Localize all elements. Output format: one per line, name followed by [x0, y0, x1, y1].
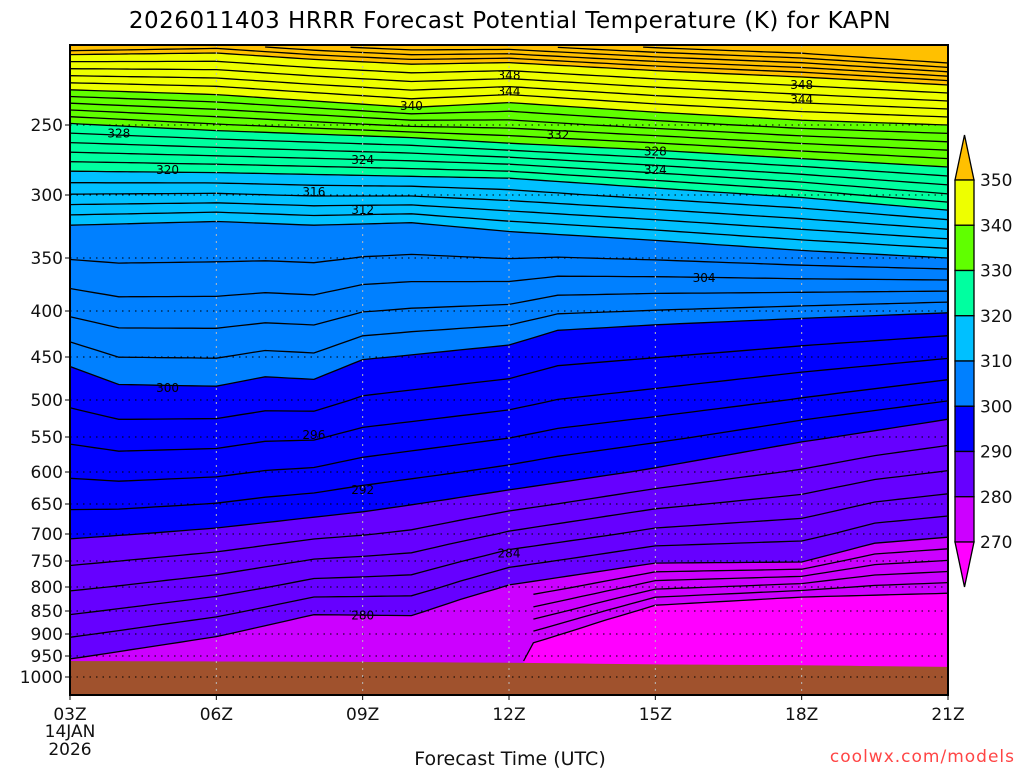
colorbar-label: 320	[980, 307, 1012, 327]
contour-label: 328	[644, 145, 667, 159]
x-tick-label: 03Z	[53, 705, 86, 725]
x-tick-label: 06Z	[200, 705, 233, 725]
colorbar-segment	[954, 360, 975, 407]
colorbar-label: 270	[980, 533, 1012, 553]
colorbar-segment	[954, 269, 975, 317]
y-tick-label: 550	[31, 428, 63, 448]
contour-label: 324	[351, 153, 374, 167]
isentrope-278	[533, 548, 949, 595]
contour-label: 296	[302, 428, 325, 442]
x-tick-label: 09Z	[346, 705, 379, 725]
colorbar: 270 280 290 300 310 320 330 340 350	[954, 134, 1012, 588]
contour-label: 344	[790, 92, 813, 106]
contour-label: 332	[546, 128, 569, 142]
contour-label: 344	[498, 84, 521, 98]
isentrope-298	[69, 335, 949, 420]
y-tick-label: 850	[31, 602, 63, 622]
contour-label: 320	[156, 163, 179, 177]
contour-label: 292	[351, 483, 374, 497]
y-tick-label: 600	[31, 463, 63, 483]
contour-label: 348	[498, 68, 521, 82]
y-axis: 250 300 350 400 450 500 550 600 650 700 750 800 850 9…	[20, 116, 70, 688]
isentrope-274	[533, 570, 949, 620]
isentrope-272	[533, 581, 949, 632]
colorbar-segment	[954, 450, 975, 498]
isentrope-308	[69, 253, 949, 270]
contour-label: 300	[156, 381, 179, 395]
contour-label: 284	[498, 546, 521, 560]
x-tick-label: 15Z	[639, 705, 672, 725]
isentrope-288	[69, 444, 949, 567]
colorbar-segment	[954, 224, 975, 272]
y-tick-label: 650	[31, 495, 63, 515]
isentrope-282	[69, 515, 949, 638]
y-tick-label: 700	[31, 525, 63, 545]
watermark: coolwx.com/models	[830, 747, 1015, 767]
colorbar-segment	[954, 496, 975, 543]
y-tick-label: 800	[31, 578, 63, 598]
isentrope-358	[557, 46, 949, 69]
contour-label: 312	[351, 203, 374, 217]
isentrope-360	[643, 46, 949, 64]
chart-title: 2026011403 HRRR Forecast Potential Tempe…	[129, 8, 891, 34]
y-tick-label: 950	[31, 647, 63, 667]
colorbar-segment	[954, 315, 975, 362]
isentrope-292	[69, 400, 949, 511]
colorbar-label: 350	[980, 171, 1012, 191]
contour-label: 348	[790, 78, 813, 92]
isentrope-356	[350, 46, 949, 73]
y-tick-label: 300	[31, 186, 63, 206]
filled-contours	[70, 45, 948, 696]
colorbar-label: 290	[980, 443, 1012, 463]
isentrope-354	[265, 46, 949, 77]
isentrope-270	[523, 592, 949, 662]
colorbar-min-triangle	[954, 541, 975, 588]
colorbar-label: 340	[980, 216, 1012, 236]
colorbar-label: 310	[980, 352, 1012, 372]
contour-label: 340	[400, 99, 423, 113]
colorbar-label: 280	[980, 488, 1012, 508]
date-label-year: 2026	[48, 740, 91, 760]
contour-label: 316	[302, 185, 325, 199]
isentrope-352	[69, 47, 949, 82]
colorbar-segment	[954, 179, 975, 226]
y-tick-label: 250	[31, 116, 63, 136]
y-tick-label: 350	[31, 249, 63, 269]
colorbar-max-triangle	[954, 134, 975, 181]
isentrope-318	[70, 182, 949, 221]
date-label-day: 14JAN	[45, 722, 96, 742]
contour-label: 328	[107, 126, 130, 140]
x-axis-label: Forecast Time (UTC)	[414, 748, 605, 768]
x-tick-label: 18Z	[785, 705, 818, 725]
ground-fill	[70, 661, 948, 695]
x-tick-label: 12Z	[492, 705, 525, 725]
ground-below-surface	[70, 661, 948, 695]
contour-label: 280	[351, 609, 374, 623]
contour-label: 304	[693, 271, 716, 285]
isentrope-314	[69, 202, 949, 240]
x-tick-label: 21Z	[931, 705, 964, 725]
y-tick-label: 900	[31, 625, 63, 645]
isentrope-306	[69, 275, 949, 298]
colorbar-label: 330	[980, 262, 1012, 282]
y-tick-label: 500	[31, 391, 63, 411]
y-tick-label: 750	[31, 552, 63, 572]
colorbar-segment	[954, 405, 975, 453]
contour-label: 324	[644, 163, 667, 177]
isentrope-276	[533, 559, 949, 608]
isentrope-348	[70, 60, 949, 94]
y-tick-label: 450	[31, 348, 63, 368]
x-axis: 03Z 06Z 09Z 12Z 15Z 18Z 21Z	[53, 695, 965, 725]
y-tick-label: 400	[31, 302, 63, 322]
colorbar-label: 300	[980, 397, 1012, 417]
y-tick-label: 1000	[20, 668, 63, 688]
